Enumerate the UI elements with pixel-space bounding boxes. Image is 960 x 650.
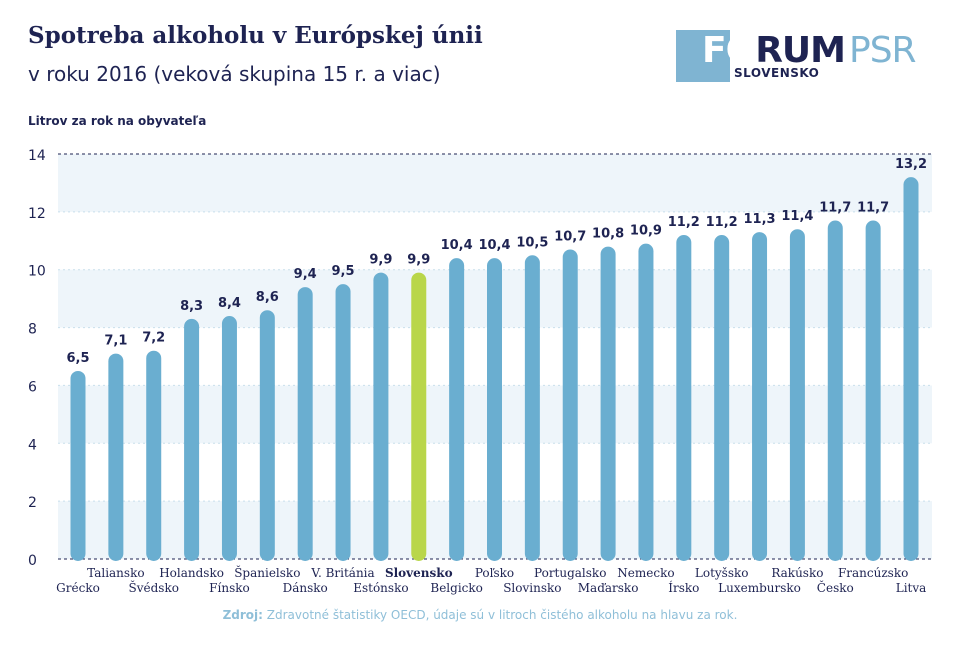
value-label: 10,9 bbox=[630, 224, 662, 239]
category-label: Fínsko bbox=[209, 581, 250, 595]
y-tick-label: 4 bbox=[28, 437, 37, 453]
y-tick-label: 2 bbox=[28, 495, 37, 511]
category-label: V. Británia bbox=[310, 566, 374, 580]
source-label: Zdroj: bbox=[222, 608, 263, 622]
category-label: Francúzsko bbox=[838, 566, 908, 580]
forum-psr-logo: FÓRUM PSR SLOVENSKO bbox=[676, 30, 936, 84]
bar bbox=[524, 255, 540, 561]
bar bbox=[638, 243, 654, 561]
y-tick-label: 10 bbox=[28, 264, 46, 280]
value-label: 8,3 bbox=[180, 299, 203, 314]
bar bbox=[676, 235, 692, 561]
bar bbox=[827, 220, 843, 562]
value-label: 11,7 bbox=[819, 201, 851, 216]
bar bbox=[184, 318, 200, 561]
category-label: Írsko bbox=[668, 580, 699, 595]
category-label: Poľsko bbox=[475, 566, 514, 580]
bar bbox=[903, 177, 919, 561]
value-label: 9,9 bbox=[407, 253, 430, 268]
value-label: 13,2 bbox=[895, 157, 927, 172]
y-tick-label: 14 bbox=[28, 148, 46, 164]
value-label: 7,2 bbox=[142, 331, 165, 346]
logo-wordmark: FÓRUM PSR bbox=[702, 29, 917, 73]
category-label: Rakúsko bbox=[771, 566, 823, 580]
value-label: 10,4 bbox=[441, 238, 473, 253]
value-label: 11,7 bbox=[857, 201, 889, 216]
bar bbox=[297, 287, 313, 561]
category-label: Maďarsko bbox=[578, 581, 639, 595]
value-label: 10,5 bbox=[516, 235, 548, 250]
bar bbox=[221, 316, 237, 561]
bar bbox=[108, 353, 124, 561]
category-label: Litva bbox=[896, 581, 927, 595]
bar bbox=[146, 350, 162, 561]
bar bbox=[865, 220, 881, 562]
value-label: 10,4 bbox=[478, 238, 510, 253]
y-tick-label: 12 bbox=[28, 206, 46, 222]
value-label: 7,1 bbox=[104, 334, 127, 349]
category-label: Španielsko bbox=[234, 564, 300, 580]
value-label: 6,5 bbox=[66, 351, 89, 366]
category-label: Slovinsko bbox=[503, 581, 561, 595]
category-label: Portugalsko bbox=[534, 566, 606, 580]
bar bbox=[411, 272, 427, 561]
bar bbox=[562, 249, 578, 561]
value-label: 9,5 bbox=[332, 264, 355, 279]
logo-subtitle: SLOVENSKO bbox=[734, 66, 820, 80]
bar bbox=[259, 310, 275, 561]
value-label: 11,3 bbox=[744, 212, 776, 227]
bar bbox=[789, 229, 805, 561]
value-label: 9,4 bbox=[294, 267, 317, 282]
value-label: 9,9 bbox=[369, 253, 392, 268]
category-label: Česko bbox=[817, 579, 854, 595]
logo-square bbox=[676, 30, 730, 82]
bar bbox=[449, 258, 465, 561]
category-label: Švédsko bbox=[129, 579, 179, 595]
y-tick-label: 0 bbox=[28, 553, 37, 569]
value-label: 11,2 bbox=[706, 215, 738, 230]
y-tick-label: 8 bbox=[28, 322, 37, 338]
bar bbox=[373, 272, 389, 561]
bar bbox=[487, 258, 502, 561]
value-label: 11,2 bbox=[668, 215, 700, 230]
category-label: Slovensko bbox=[385, 566, 453, 580]
value-label: 10,7 bbox=[554, 229, 586, 244]
bar bbox=[70, 370, 86, 561]
logo-part-psr: PSR bbox=[848, 30, 917, 71]
y-axis-label: Litrov za rok na obyvateľa bbox=[28, 114, 207, 128]
source-text: Zdravotné štatistiky OECD, údaje sú v li… bbox=[266, 608, 738, 622]
chart-subtitle: v roku 2016 (veková skupina 15 r. a viac… bbox=[28, 62, 441, 86]
logo-part-fo: FÓ bbox=[702, 30, 756, 71]
bar bbox=[335, 284, 351, 561]
value-label: 10,8 bbox=[592, 227, 624, 242]
chart-title: Spotreba alkoholu v Európskej únii bbox=[28, 22, 483, 49]
category-label: Nemecko bbox=[617, 566, 674, 580]
bar bbox=[600, 246, 616, 562]
category-label: Belgicko bbox=[430, 581, 483, 595]
category-label: Dánsko bbox=[283, 581, 328, 595]
category-label: Grécko bbox=[56, 581, 100, 595]
grid-band bbox=[58, 154, 932, 212]
y-tick-label: 6 bbox=[28, 379, 37, 395]
logo-part-rum: RUM bbox=[755, 30, 846, 71]
value-label: 8,6 bbox=[256, 290, 279, 305]
category-label: Estónsko bbox=[353, 581, 408, 595]
category-label: Lotyšsko bbox=[695, 566, 749, 580]
bar bbox=[714, 235, 730, 561]
value-label: 11,4 bbox=[781, 209, 813, 224]
category-label: Holandsko bbox=[159, 566, 224, 580]
category-label: Luxembursko bbox=[718, 581, 801, 595]
source-note: Zdroj: Zdravotné štatistiky OECD, údaje … bbox=[0, 608, 960, 622]
bar bbox=[752, 232, 768, 561]
category-label: Taliansko bbox=[87, 566, 144, 580]
value-label: 8,4 bbox=[218, 296, 241, 311]
